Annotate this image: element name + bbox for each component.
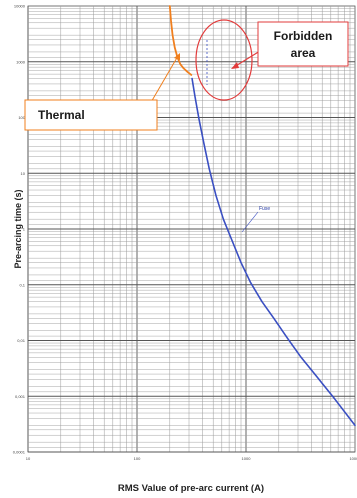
fuse-series-label-leader [241,211,259,233]
x-tick-label: 100 [134,456,141,461]
fuse-series-label: Fuse [259,206,270,212]
y-tick-label: 0,001 [15,394,26,399]
thermal-arrow [149,55,179,105]
y-tick-label: 100 [18,115,25,120]
y-tick-label: 10 [21,171,26,176]
x-axis-label: RMS Value of pre-arc current (A) [118,483,264,494]
forbidden-area-label-line2: area [291,46,316,60]
x-tick-label: 10 [26,456,31,461]
y-tick-label: 1000 [16,59,26,64]
thermal-arrowhead [174,53,180,60]
x-tick-label: 10000 [349,456,357,461]
forbidden-area-ellipse [195,19,253,101]
y-tick-label: 1 [23,227,26,232]
forbidden-area-callout [257,21,349,67]
x-tick-label: 1000 [242,456,252,461]
y-tick-label: 0,01 [17,338,26,343]
y-tick-label: 0,0001 [13,450,26,455]
y-tick-label: 10000 [14,4,26,9]
forbidden-area-arrowhead [231,62,239,69]
thermal-callout [24,99,158,131]
thermal-label: Thermal [38,108,85,122]
y-tick-label: 0,1 [19,282,25,287]
y-axis-label: Pre-arcing time (s) [13,189,23,268]
y-tick-labels: 10000 1000 100 10 1 0,1 0,01 0,001 0,0001 [13,4,26,455]
x-tick-labels: 10 100 1000 10000 [26,456,357,461]
forbidden-area-label-line1: Forbidden [274,29,333,43]
fuse-series-line [191,77,356,427]
